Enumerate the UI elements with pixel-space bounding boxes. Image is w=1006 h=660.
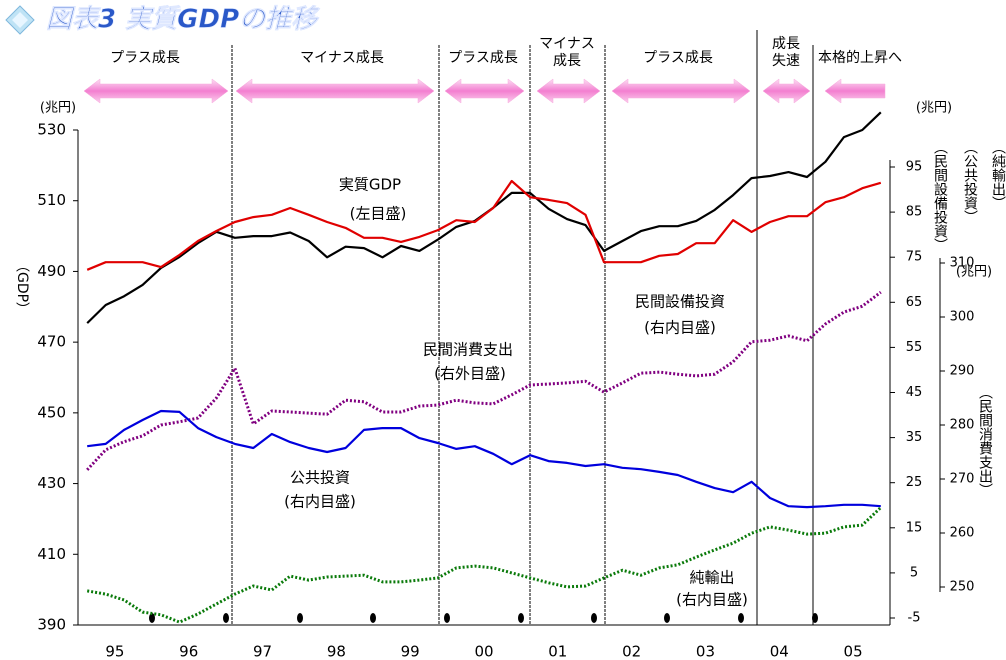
y-unit: (兆円): [40, 101, 76, 116]
x-tick-label: 95: [105, 643, 124, 660]
y-tick-label: 490: [37, 262, 66, 280]
phase-label: 失速: [772, 53, 800, 69]
y2-tick-label: 25: [906, 475, 923, 490]
x-tick-label: 00: [474, 643, 493, 660]
series-line: [86, 179, 882, 271]
cycle-marker: [297, 613, 303, 623]
series-line: [86, 506, 882, 624]
cycle-marker: [444, 613, 450, 623]
x-tick-label: 98: [327, 643, 346, 660]
cycle-marker: [370, 613, 376, 623]
x-tick-label: 03: [696, 643, 715, 660]
phase-label: マイナス成長: [300, 50, 384, 66]
cycle-marker: [149, 613, 155, 623]
phase-arrow: [235, 78, 435, 104]
y-tick-label: 450: [37, 403, 66, 421]
y2-tick-label: 55: [906, 340, 923, 355]
y2-unit: (兆円): [916, 101, 952, 116]
series-annotation: 公共投資: [290, 469, 350, 487]
series-annotation: (右内目盛): [676, 591, 748, 609]
phase-arrow: [83, 78, 229, 104]
x-tick-label: 05: [844, 643, 863, 660]
series-annotation: (右内目盛): [644, 319, 716, 337]
y3-tick-label: 310: [950, 256, 975, 271]
y3-tick-label: 290: [950, 364, 975, 379]
y-axis-label: （GDP）: [14, 258, 30, 316]
phase-label: 本格的上昇へ: [818, 50, 902, 66]
x-tick-label: 01: [548, 643, 567, 660]
series-line: [86, 111, 882, 324]
cycle-marker: [664, 613, 670, 623]
y2-tick-label: 95: [906, 160, 923, 175]
phase-arrow: [444, 78, 525, 104]
y-tick-label: 530: [37, 121, 66, 139]
series-annotation: (右内目盛): [284, 493, 356, 511]
series-annotation: (左目盛): [350, 205, 407, 223]
y3-tick-label: 300: [950, 310, 975, 325]
axes: [77, 130, 941, 626]
y-tick-label: 510: [37, 191, 66, 209]
phase-label: プラス成長: [448, 50, 518, 66]
cycle-marker: [812, 613, 818, 623]
phase-arrow: [536, 78, 601, 104]
y-tick-label: 470: [37, 333, 66, 351]
y2-axis-label: （民間設備投資）: [932, 140, 948, 252]
phase-label: プラス成長: [110, 50, 180, 66]
chart-title: 図表3 実質GDPの推移: [46, 5, 320, 35]
series-annotation: 民間消費支出: [423, 341, 513, 359]
y2-tick-label: 75: [906, 250, 923, 265]
series-annotation: 民間設備投資: [635, 293, 725, 311]
y3-axis-label: （民間消費支出）: [977, 385, 993, 497]
y-tick-label: 430: [37, 474, 66, 492]
series-annotation: 実質GDP: [339, 176, 401, 194]
y2-tick-label: 15: [906, 520, 923, 535]
phase-arrow: [824, 78, 886, 104]
series-annotation: (右外目盛): [434, 365, 506, 383]
x-tick-label: 04: [770, 643, 789, 660]
y2-axis-label: （純輸出）: [990, 140, 1006, 210]
x-tick-label: 99: [401, 643, 420, 660]
x-tick-label: 97: [253, 643, 272, 660]
y2-tick-label: -5: [908, 611, 921, 626]
phase-label: プラス成長: [643, 50, 713, 66]
cycle-marker: [591, 613, 597, 623]
x-tick-label: 96: [179, 643, 198, 660]
cycle-markers: [149, 613, 818, 623]
y2-tick-label: 35: [906, 430, 923, 445]
title-icon: [12, 12, 28, 28]
y2-tick-label: 45: [906, 385, 923, 400]
x-tick-label: 02: [622, 643, 641, 660]
y3-tick-label: 260: [950, 526, 975, 541]
y-tick-label: 410: [37, 545, 66, 563]
phase-label: 成長: [553, 53, 581, 69]
y3-tick-label: 270: [950, 472, 975, 487]
y2-tick-label: 65: [906, 295, 923, 310]
y2-tick-label: 5: [910, 565, 918, 580]
series-annotation: 純輸出: [689, 569, 734, 587]
cycle-marker: [518, 613, 524, 623]
y3-tick-label: 250: [950, 580, 975, 595]
phase-arrow: [762, 78, 811, 104]
cycle-marker: [223, 613, 229, 623]
phase-lines: [231, 30, 814, 625]
phase-arrow: [611, 78, 751, 104]
phase-label: 成長: [772, 36, 800, 52]
y2-tick-label: 85: [906, 205, 923, 220]
phase-label: マイナス: [539, 36, 595, 52]
cycle-marker: [738, 613, 744, 623]
y3-unit: (兆円): [956, 265, 992, 280]
y2-axis-label: （公共投資）: [962, 140, 978, 224]
series-line: [87, 409, 881, 509]
y-tick-label: 390: [37, 616, 66, 634]
y3-tick-label: 280: [950, 418, 975, 433]
